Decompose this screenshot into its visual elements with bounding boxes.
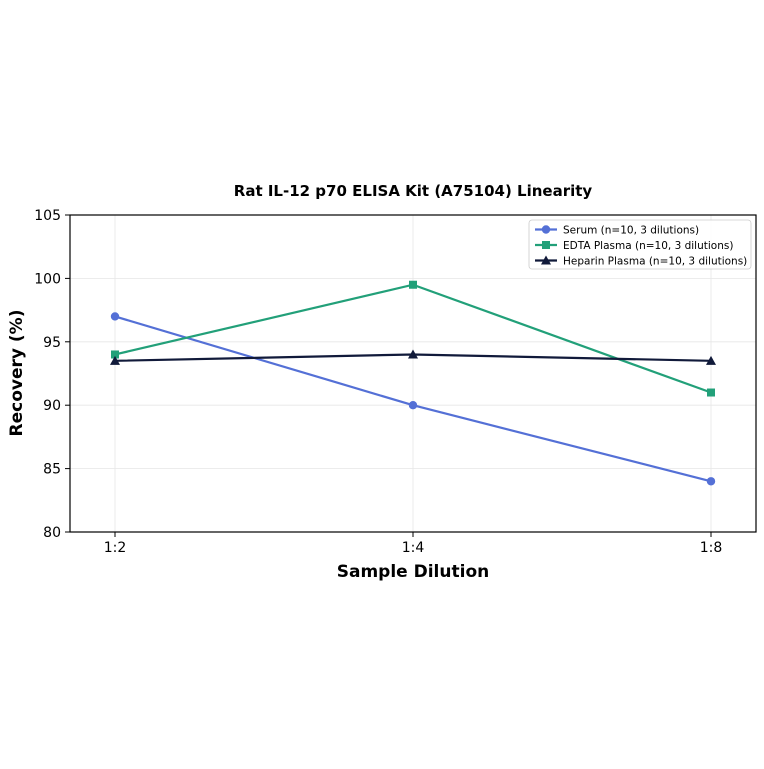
data-point: [111, 350, 119, 359]
x-tick-label: 1:4: [402, 540, 425, 556]
legend-label: Serum (n=10, 3 dilutions): [563, 225, 699, 237]
y-tick-label: 95: [43, 335, 61, 351]
y-tick-label: 100: [34, 271, 61, 287]
data-point: [110, 312, 120, 321]
data-point: [409, 280, 417, 289]
chart-title: Rat IL-12 p70 ELISA Kit (A75104) Lineari…: [234, 182, 593, 200]
legend-swatch-marker: [541, 225, 551, 234]
y-tick-label: 90: [43, 398, 61, 414]
data-point: [110, 355, 120, 365]
data-point: [706, 355, 716, 365]
y-tick-label: 85: [43, 462, 61, 478]
data-point: [706, 477, 716, 486]
data-point: [408, 401, 418, 410]
legend-swatch-marker: [542, 241, 550, 249]
series-2: [111, 280, 715, 397]
legend-item: Serum (n=10, 3 dilutions): [535, 225, 699, 237]
series-1: [110, 312, 716, 486]
data-point: [707, 388, 715, 397]
legend-item: Heparin Plasma (n=10, 3 dilutions): [535, 255, 747, 268]
y-axis-ticks: 80 85 90 95 100 105: [34, 208, 70, 541]
legend-item: EDTA Plasma (n=10, 3 dilutions): [535, 240, 733, 252]
y-tick-label: 105: [34, 208, 61, 224]
legend-box: [528, 219, 752, 270]
x-axis-ticks: 1:2 1:4 1:8: [104, 532, 723, 556]
legend: Serum (n=10, 3 dilutions) EDTA Plasma (n=…: [528, 219, 752, 270]
series-group: [110, 280, 716, 486]
data-point: [408, 349, 418, 359]
legend-swatch-marker: [541, 255, 551, 265]
y-tick-label: 80: [43, 525, 61, 541]
x-tick-label: 1:2: [104, 540, 127, 556]
legend-label: Heparin Plasma (n=10, 3 dilutions): [563, 256, 747, 268]
y-axis-label: Recovery (%): [7, 310, 27, 437]
legend-label: EDTA Plasma (n=10, 3 dilutions): [563, 240, 733, 252]
series-3: [110, 349, 716, 365]
x-axis-label: Sample Dilution: [337, 562, 489, 582]
x-tick-label: 1:8: [700, 540, 723, 556]
